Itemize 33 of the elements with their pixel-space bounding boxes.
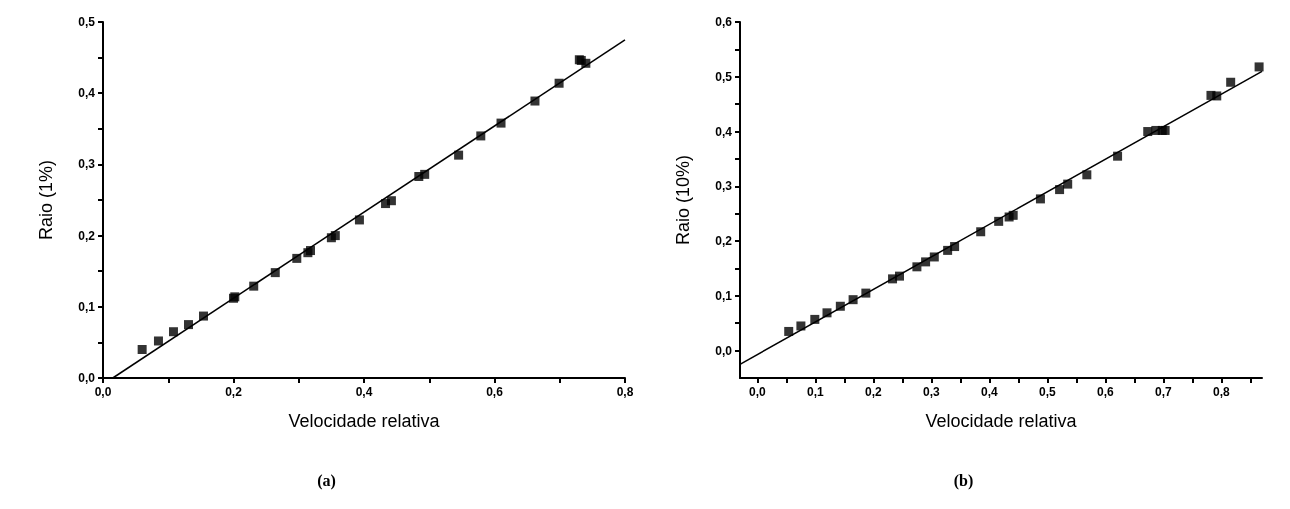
x-tick-label: 0,0 bbox=[749, 385, 767, 399]
x-tick-label: 0,4 bbox=[981, 385, 999, 399]
x-tick-label: 0,3 bbox=[923, 385, 941, 399]
y-axis-title: Raio (1%) bbox=[36, 159, 56, 241]
y-axis-title: Raio (10%) bbox=[673, 154, 693, 246]
x-tick-label: 0,7 bbox=[1155, 385, 1173, 399]
x-tick-label: 0,0 bbox=[94, 385, 112, 399]
y-tick-label: 0,2 bbox=[78, 228, 96, 243]
x-tick-label: 0,8 bbox=[616, 385, 634, 399]
x-tick-label: 0,4 bbox=[355, 385, 373, 399]
y-tick-label: 0,5 bbox=[715, 69, 733, 84]
x-tick-label: 0,1 bbox=[807, 385, 825, 399]
y-tick-label: 0,1 bbox=[78, 299, 96, 314]
x-axis-title: Velocidade relativa bbox=[288, 411, 441, 431]
x-tick-label: 0,2 bbox=[225, 385, 243, 399]
x-tick-label: 0,6 bbox=[1097, 385, 1115, 399]
y-tick-label: 0,3 bbox=[715, 179, 733, 194]
text: (a) bbox=[317, 471, 336, 490]
x-tick-label: 0,6 bbox=[486, 385, 504, 399]
y-tick-label: 0,0 bbox=[715, 343, 733, 358]
y-tick-label: 0,0 bbox=[78, 371, 96, 385]
y-tick-label: 0,4 bbox=[715, 124, 733, 139]
x-tick-label: 0,8 bbox=[1213, 385, 1231, 399]
x-tick-label: 0,5 bbox=[1039, 385, 1057, 399]
y-tick-label: 0,4 bbox=[78, 86, 96, 101]
x-tick-label: 0,2 bbox=[865, 385, 883, 399]
y-tick-label: 0,3 bbox=[78, 157, 96, 172]
text: (b) bbox=[953, 471, 974, 490]
x-axis-title: Velocidade relativa bbox=[925, 411, 1078, 431]
y-tick-label: 0,2 bbox=[715, 234, 733, 249]
y-tick-label: 0,1 bbox=[715, 288, 733, 303]
y-tick-label: 0,5 bbox=[78, 15, 96, 29]
y-tick-label: 0,6 bbox=[715, 15, 733, 29]
